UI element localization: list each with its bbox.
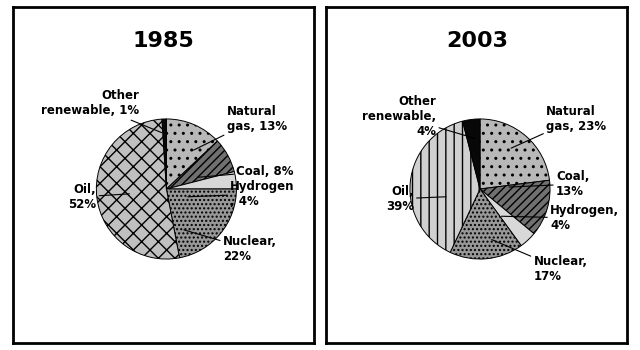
- Text: Hydrogen
, 4%: Hydrogen , 4%: [188, 180, 294, 208]
- Text: Coal,
13%: Coal, 13%: [509, 170, 589, 198]
- Wedge shape: [480, 180, 550, 234]
- Text: Natural
gas, 13%: Natural gas, 13%: [194, 105, 287, 150]
- Wedge shape: [410, 121, 480, 252]
- Text: 1985: 1985: [132, 30, 194, 50]
- Wedge shape: [463, 119, 480, 189]
- Text: Oil,
52%: Oil, 52%: [68, 183, 129, 211]
- Wedge shape: [166, 119, 218, 189]
- Text: Hydrogen,
4%: Hydrogen, 4%: [501, 204, 619, 232]
- Wedge shape: [166, 141, 234, 189]
- Text: 2003: 2003: [446, 30, 508, 50]
- Text: Other
renewable, 1%: Other renewable, 1%: [41, 89, 161, 133]
- Wedge shape: [450, 189, 521, 259]
- Text: Coal, 8%: Coal, 8%: [198, 165, 294, 178]
- Wedge shape: [166, 189, 236, 258]
- Wedge shape: [97, 119, 180, 259]
- Text: Other
renewable,
4%: Other renewable, 4%: [362, 94, 475, 138]
- Text: Nuclear,
17%: Nuclear, 17%: [492, 240, 588, 283]
- Wedge shape: [166, 172, 236, 189]
- Wedge shape: [480, 189, 534, 246]
- Wedge shape: [162, 119, 166, 189]
- Text: Oil,
39%: Oil, 39%: [386, 185, 446, 213]
- Text: Natural
gas, 23%: Natural gas, 23%: [511, 105, 606, 148]
- Text: Nuclear,
22%: Nuclear, 22%: [184, 230, 277, 263]
- Wedge shape: [480, 119, 550, 189]
